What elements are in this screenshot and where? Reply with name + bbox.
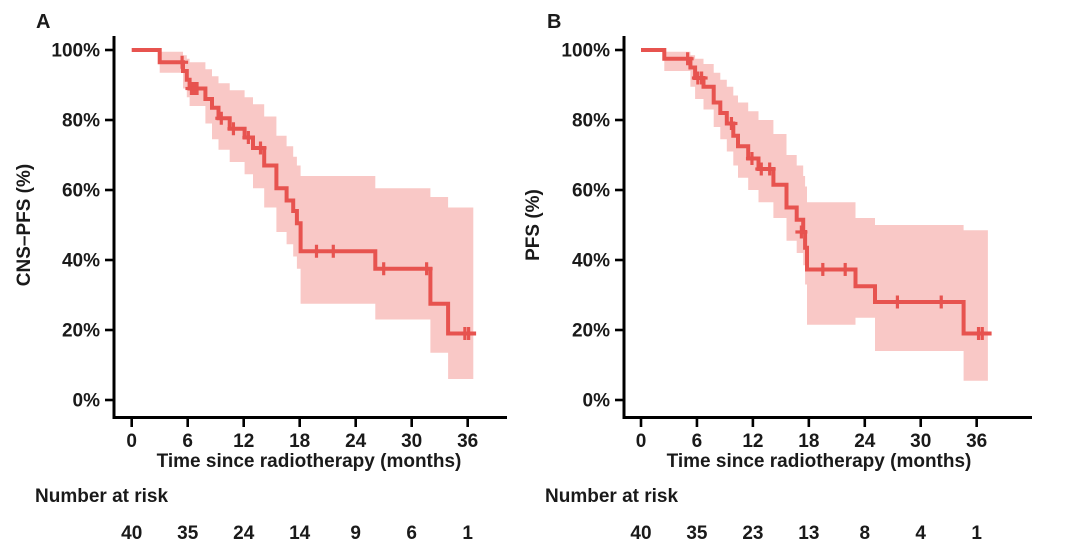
x-tick-label: 18 xyxy=(289,431,310,452)
y-tick-label: 80% xyxy=(572,111,610,132)
x-tick-label: 30 xyxy=(401,431,422,452)
risk-count: 8 xyxy=(859,523,870,544)
y-tick-label: 0% xyxy=(73,391,101,412)
x-tick-label: 36 xyxy=(457,431,478,452)
x-tick-label: 36 xyxy=(966,431,987,452)
risk-count: 6 xyxy=(406,523,417,544)
risk-count: 13 xyxy=(798,523,819,544)
x-tick-label: 30 xyxy=(910,431,931,452)
x-axis-title: Time since radiotherapy (months) xyxy=(667,451,972,472)
risk-count: 23 xyxy=(742,523,763,544)
confidence-band xyxy=(664,51,988,381)
x-tick-label: 12 xyxy=(742,431,763,452)
x-tick-label: 18 xyxy=(798,431,819,452)
panel-label: A xyxy=(36,11,50,33)
y-tick-label: 20% xyxy=(572,321,610,342)
risk-count: 9 xyxy=(350,523,361,544)
y-tick-label: 80% xyxy=(62,111,100,132)
x-tick-label: 24 xyxy=(345,431,367,452)
y-tick-label: 40% xyxy=(572,251,610,272)
risk-count: 4 xyxy=(915,523,926,544)
risk-count: 24 xyxy=(233,523,255,544)
risk-count: 1 xyxy=(971,523,982,544)
risk-count: 40 xyxy=(121,523,142,544)
panel-label: B xyxy=(547,11,561,33)
risk-count: 1 xyxy=(462,523,473,544)
risk-count: 35 xyxy=(686,523,708,544)
number-at-risk-label: Number at risk xyxy=(35,486,168,507)
number-at-risk-label: Number at risk xyxy=(545,486,678,507)
x-tick-label: 0 xyxy=(636,431,647,452)
y-tick-label: 0% xyxy=(583,391,611,412)
y-tick-label: 60% xyxy=(62,181,100,202)
risk-count: 35 xyxy=(177,523,199,544)
x-tick-label: 6 xyxy=(182,431,193,452)
x-tick-label: 0 xyxy=(126,431,137,452)
risk-count: 40 xyxy=(630,523,651,544)
y-axis-title: PFS (%) xyxy=(523,189,544,261)
y-tick-label: 20% xyxy=(62,321,100,342)
y-axis-title: CNS–PFS (%) xyxy=(14,164,35,286)
x-tick-label: 24 xyxy=(854,431,876,452)
confidence-band xyxy=(159,51,474,380)
y-tick-label: 100% xyxy=(561,41,610,62)
y-tick-label: 60% xyxy=(572,181,610,202)
y-tick-label: 40% xyxy=(62,251,100,272)
x-tick-label: 12 xyxy=(233,431,254,452)
x-tick-label: 6 xyxy=(692,431,703,452)
x-axis-title: Time since radiotherapy (months) xyxy=(157,451,462,472)
y-tick-label: 100% xyxy=(51,41,100,62)
risk-count: 14 xyxy=(289,523,311,544)
